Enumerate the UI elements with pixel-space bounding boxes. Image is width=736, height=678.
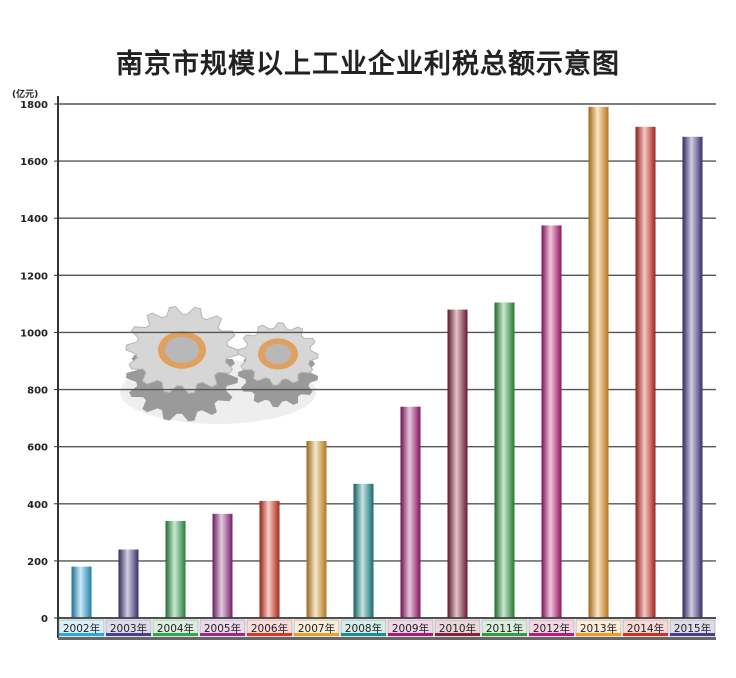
bar-2005年 xyxy=(212,513,233,618)
x-tick-label: 2010年 xyxy=(439,622,476,635)
y-tick-label: 1600 xyxy=(20,157,48,168)
x-category-stripe xyxy=(576,633,621,636)
y-tick-label: 1400 xyxy=(20,214,48,225)
x-tick-label: 2012年 xyxy=(533,622,570,635)
bar-2008年 xyxy=(353,483,374,618)
bar-2011年 xyxy=(494,302,515,618)
x-tick-label: 2013年 xyxy=(580,622,617,635)
bar-2007年 xyxy=(306,441,327,618)
x-category-stripe xyxy=(106,633,151,636)
x-tick-label: 2006年 xyxy=(251,622,288,635)
bar-2006年 xyxy=(259,500,280,618)
y-tick-label: 600 xyxy=(27,443,48,454)
x-category-stripe xyxy=(435,633,480,636)
bar-2004年 xyxy=(165,520,186,618)
bar-2002年 xyxy=(71,566,92,618)
x-tick-label: 2007年 xyxy=(298,622,335,635)
y-tick-label: 0 xyxy=(41,614,48,625)
bar-2009年 xyxy=(400,406,421,618)
chart-title: 南京市规模以上工业企业利税总额示意图 xyxy=(116,49,620,80)
x-category-stripe xyxy=(59,633,104,636)
bar-2013年 xyxy=(588,106,609,619)
x-axis-band xyxy=(58,637,716,640)
bar-2010年 xyxy=(447,309,468,618)
y-tick-label: 1800 xyxy=(20,100,48,111)
bar-2014年 xyxy=(635,126,656,619)
bar-2003年 xyxy=(118,549,139,618)
x-category-stripe xyxy=(388,633,433,636)
bar-2012年 xyxy=(541,225,562,618)
y-tick-label: 400 xyxy=(27,500,48,511)
y-tick-label: 1200 xyxy=(20,271,48,282)
y-unit-label: (亿元) xyxy=(12,88,38,100)
x-tick-label: 2009年 xyxy=(392,622,429,635)
gears-illustration-icon xyxy=(120,306,319,424)
x-category-stripe xyxy=(247,633,292,636)
y-tick-label: 1000 xyxy=(20,328,48,339)
x-tick-label: 2008年 xyxy=(345,622,382,635)
x-tick-label: 2003年 xyxy=(110,622,147,635)
x-tick-label: 2004年 xyxy=(157,622,194,635)
x-category-stripe xyxy=(200,633,245,636)
x-category-stripe xyxy=(670,633,715,636)
x-tick-label: 2011年 xyxy=(486,622,523,635)
x-category-stripe xyxy=(294,633,339,636)
y-tick-label: 800 xyxy=(27,386,48,397)
x-category-stripe xyxy=(529,633,574,636)
y-tick-label: 200 xyxy=(27,557,48,568)
x-category-stripe xyxy=(153,633,198,636)
x-tick-label: 2014年 xyxy=(627,622,664,635)
x-category-stripe xyxy=(482,633,527,636)
bar-2015年 xyxy=(682,136,703,619)
x-category-stripe xyxy=(623,633,668,636)
x-tick-label: 2002年 xyxy=(63,622,100,635)
x-tick-label: 2015年 xyxy=(674,622,711,635)
x-tick-label: 2005年 xyxy=(204,622,241,635)
x-category-stripe xyxy=(341,633,386,636)
